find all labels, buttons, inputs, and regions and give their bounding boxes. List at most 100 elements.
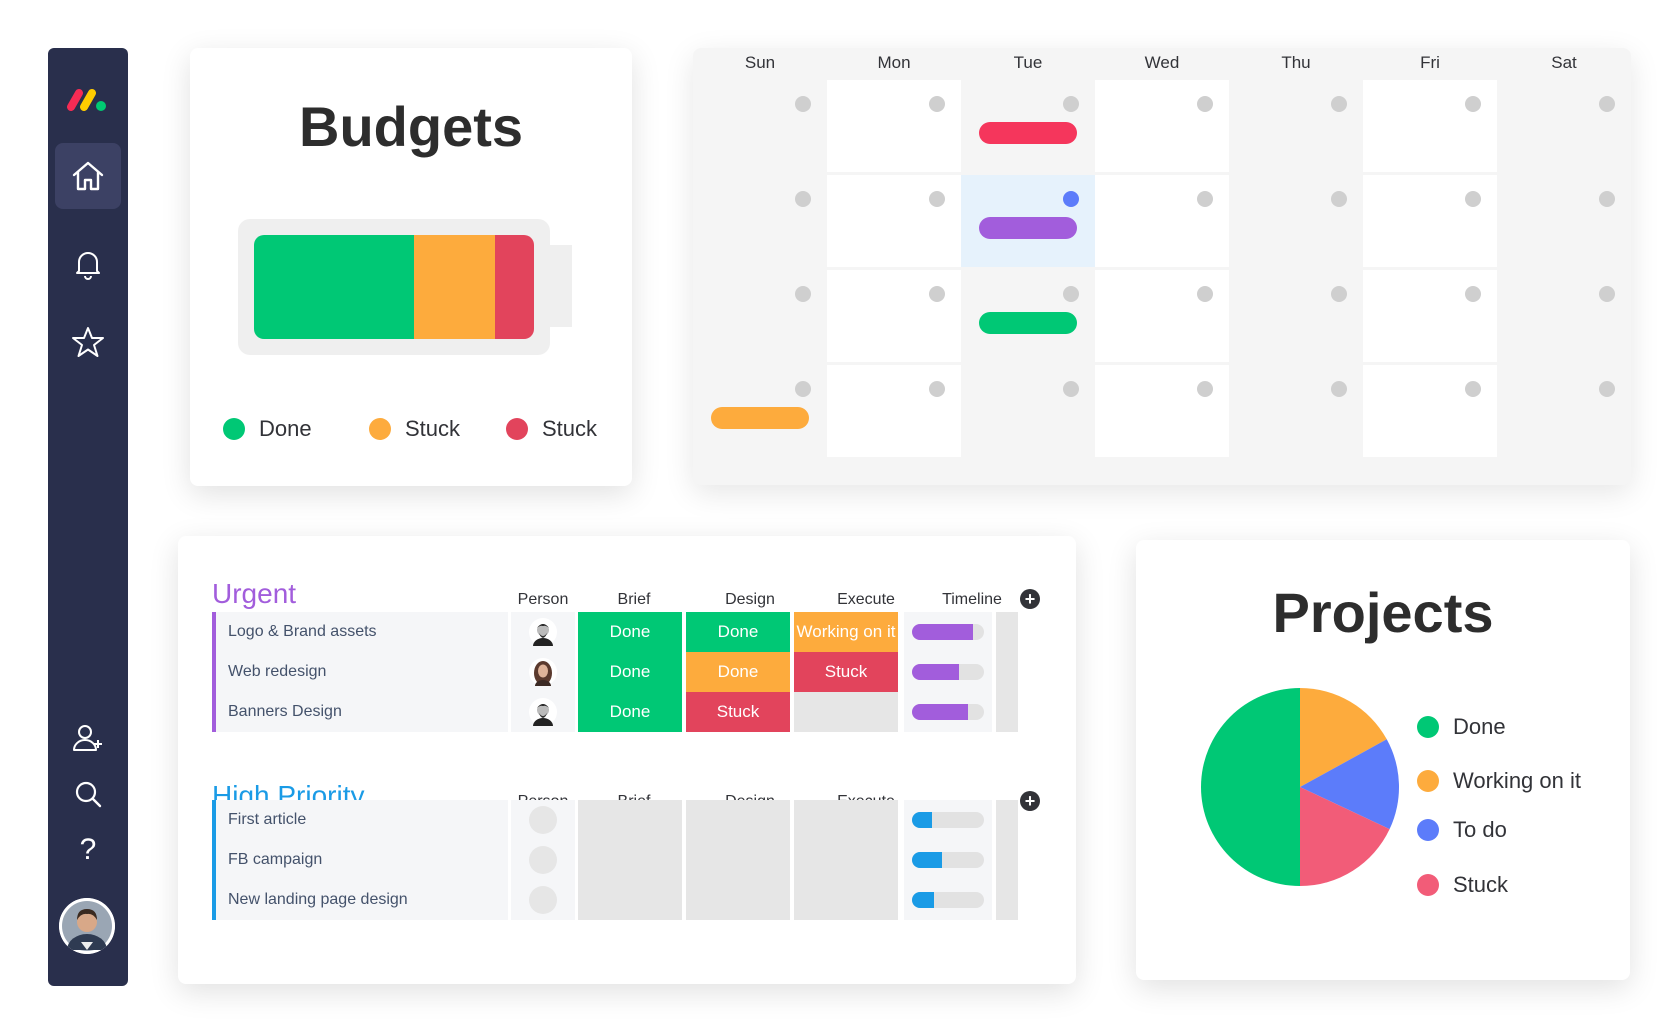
timeline-cell[interactable]: [904, 880, 992, 920]
help-icon[interactable]: ?: [79, 833, 97, 866]
status-cell[interactable]: Done: [578, 612, 682, 652]
monday-logo-icon[interactable]: [65, 88, 111, 112]
calendar-day-cell[interactable]: [693, 80, 827, 172]
column-header[interactable]: Design: [725, 591, 775, 608]
calendar-event[interactable]: [979, 217, 1077, 239]
calendar-day-cell[interactable]: [1095, 270, 1229, 362]
calendar-day-cell[interactable]: [1229, 270, 1363, 362]
calendar-day-cell[interactable]: [827, 270, 961, 362]
table-row[interactable]: First article: [212, 800, 1018, 840]
day-marker-dot: [1197, 286, 1213, 302]
status-cell[interactable]: [794, 692, 898, 732]
calendar-day-cell[interactable]: [827, 365, 961, 457]
column-header[interactable]: Person: [517, 591, 569, 608]
table-row[interactable]: New landing page design: [212, 880, 1018, 920]
timeline-cell[interactable]: [904, 840, 992, 880]
calendar-day-cell[interactable]: [1497, 270, 1631, 362]
table-row[interactable]: Web redesign Done Done Stuck: [212, 652, 1018, 692]
home-nav-button[interactable]: [55, 143, 121, 209]
budgets-card: Budgets Done Stuck Stuck: [190, 48, 632, 486]
status-cell[interactable]: [578, 840, 682, 880]
group-title-urgent[interactable]: Urgent: [212, 578, 297, 609]
avatar[interactable]: [59, 898, 115, 954]
status-cell[interactable]: Working on it: [794, 612, 898, 652]
person-cell[interactable]: [511, 612, 575, 652]
item-name[interactable]: FB campaign: [212, 840, 508, 880]
person-cell[interactable]: [511, 880, 575, 920]
sidebar: ?: [48, 48, 128, 986]
calendar-day-cell[interactable]: [1229, 365, 1363, 457]
timeline-bar: [912, 624, 984, 640]
calendar-event[interactable]: [979, 312, 1077, 334]
status-cell[interactable]: Stuck: [794, 652, 898, 692]
add-user-icon[interactable]: [70, 720, 106, 756]
calendar-day-cell[interactable]: [961, 365, 1095, 457]
add-column-icon[interactable]: +: [1020, 589, 1040, 609]
day-marker-dot: [1465, 381, 1481, 397]
item-name[interactable]: New landing page design: [212, 880, 508, 920]
timeline-cell[interactable]: [904, 692, 992, 732]
calendar-day-cell[interactable]: [1229, 175, 1363, 267]
day-marker-dot: [1599, 96, 1615, 112]
calendar-day-cell[interactable]: [827, 80, 961, 172]
timeline-cell[interactable]: [904, 800, 992, 840]
timeline-fill: [912, 812, 933, 828]
status-cell[interactable]: [578, 880, 682, 920]
search-icon[interactable]: [70, 776, 106, 812]
table-row[interactable]: FB campaign: [212, 840, 1018, 880]
timeline-cell[interactable]: [904, 612, 992, 652]
calendar-day-cell[interactable]: [1363, 270, 1497, 362]
timeline-cell[interactable]: [904, 652, 992, 692]
status-cell[interactable]: Done: [686, 652, 790, 692]
item-name[interactable]: Web redesign: [212, 652, 508, 692]
calendar-day-cell[interactable]: [693, 270, 827, 362]
person-placeholder-icon: [529, 806, 557, 834]
calendar-day-cell[interactable]: [1363, 365, 1497, 457]
calendar-event[interactable]: [979, 122, 1077, 144]
calendar-day-cell[interactable]: [1363, 80, 1497, 172]
calendar-event[interactable]: [711, 407, 809, 429]
calendar-day-cell[interactable]: [1497, 175, 1631, 267]
status-cell[interactable]: [794, 880, 898, 920]
person-cell[interactable]: [511, 840, 575, 880]
pie-legend-item: Done: [1417, 714, 1506, 740]
day-marker-dot: [1197, 381, 1213, 397]
calendar-day-cell[interactable]: [827, 175, 961, 267]
day-marker-dot: [1599, 381, 1615, 397]
column-header[interactable]: Execute: [837, 591, 895, 608]
status-cell[interactable]: Stuck: [686, 692, 790, 732]
table-row[interactable]: Logo & Brand assets Done Done Working on it: [212, 612, 1018, 652]
table-row[interactable]: Banners Design Done Stuck: [212, 692, 1018, 732]
calendar-day-cell[interactable]: [693, 175, 827, 267]
status-cell[interactable]: [686, 840, 790, 880]
star-icon[interactable]: [70, 324, 106, 360]
person-cell[interactable]: [511, 652, 575, 692]
status-cell[interactable]: Done: [578, 692, 682, 732]
bell-icon[interactable]: [70, 246, 106, 282]
calendar-day-cell[interactable]: [1095, 80, 1229, 172]
calendar-day-cell[interactable]: [1497, 80, 1631, 172]
calendar-day-cell[interactable]: [1229, 80, 1363, 172]
add-column-icon[interactable]: +: [1020, 791, 1040, 811]
status-cell[interactable]: Done: [578, 652, 682, 692]
calendar-day-cell[interactable]: [1363, 175, 1497, 267]
person-cell[interactable]: [511, 692, 575, 732]
day-marker-dot: [1063, 286, 1079, 302]
column-header[interactable]: Timeline: [942, 591, 1002, 608]
timeline-fill: [912, 664, 959, 680]
status-cell[interactable]: Done: [686, 612, 790, 652]
status-cell[interactable]: [578, 800, 682, 840]
day-header: Mon: [877, 53, 911, 72]
calendar-day-cell[interactable]: [1095, 365, 1229, 457]
item-name[interactable]: First article: [212, 800, 508, 840]
column-header[interactable]: Brief: [617, 591, 651, 608]
calendar-day-cell[interactable]: [1095, 175, 1229, 267]
status-cell[interactable]: [794, 800, 898, 840]
person-cell[interactable]: [511, 800, 575, 840]
status-cell[interactable]: [686, 880, 790, 920]
item-name[interactable]: Logo & Brand assets: [212, 612, 508, 652]
item-name[interactable]: Banners Design: [212, 692, 508, 732]
calendar-day-cell[interactable]: [1497, 365, 1631, 457]
status-cell[interactable]: [794, 840, 898, 880]
status-cell[interactable]: [686, 800, 790, 840]
